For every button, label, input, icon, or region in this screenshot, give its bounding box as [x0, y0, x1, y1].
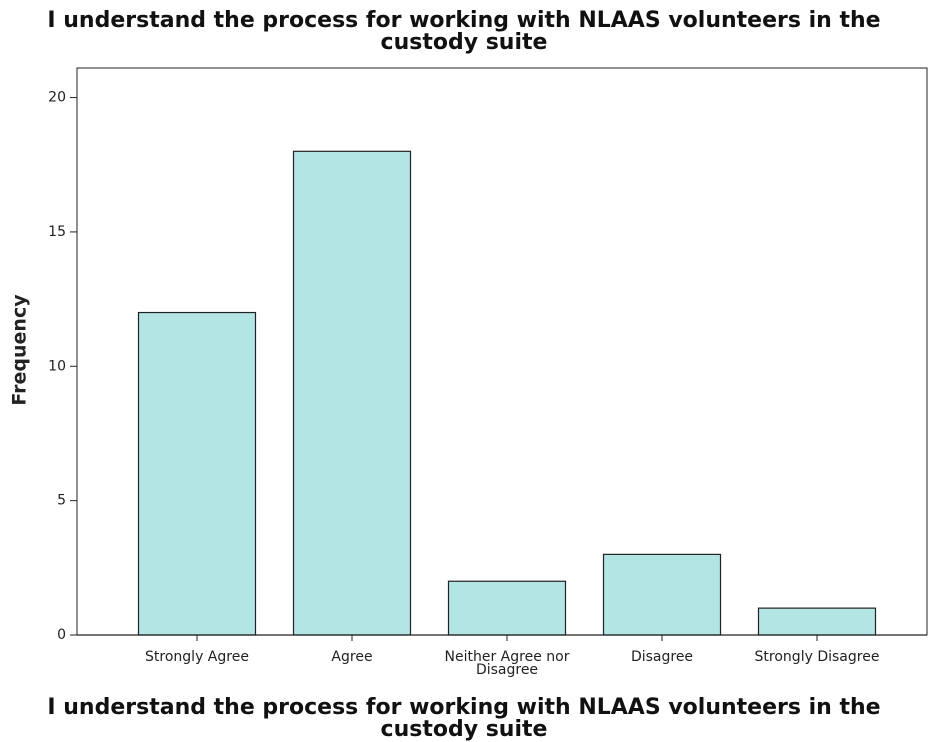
y-axis-label: Frequency [9, 294, 31, 406]
y-tick-label: 0 [57, 627, 66, 643]
bar [292, 150, 412, 636]
y-tick-label: 15 [48, 224, 66, 240]
bar [447, 580, 567, 636]
x-tick-label: Strongly Agree [145, 649, 249, 665]
y-tick-label: 5 [57, 493, 66, 509]
x-axis-label: I understand the process for working wit… [47, 695, 881, 742]
x-tick-label: Strongly Disagree [754, 649, 880, 665]
x-tick-label: Disagree [630, 649, 694, 665]
y-tick-label: 10 [48, 358, 66, 374]
y-tick-label: 20 [48, 90, 66, 106]
bar [757, 607, 877, 636]
x-tick-label: Agree [331, 649, 373, 665]
x-tick-label: Neither Agree nor Disagree [444, 649, 570, 678]
chart-title: I understand the process for working wit… [47, 8, 881, 55]
bar [137, 311, 257, 636]
bar [602, 553, 722, 636]
